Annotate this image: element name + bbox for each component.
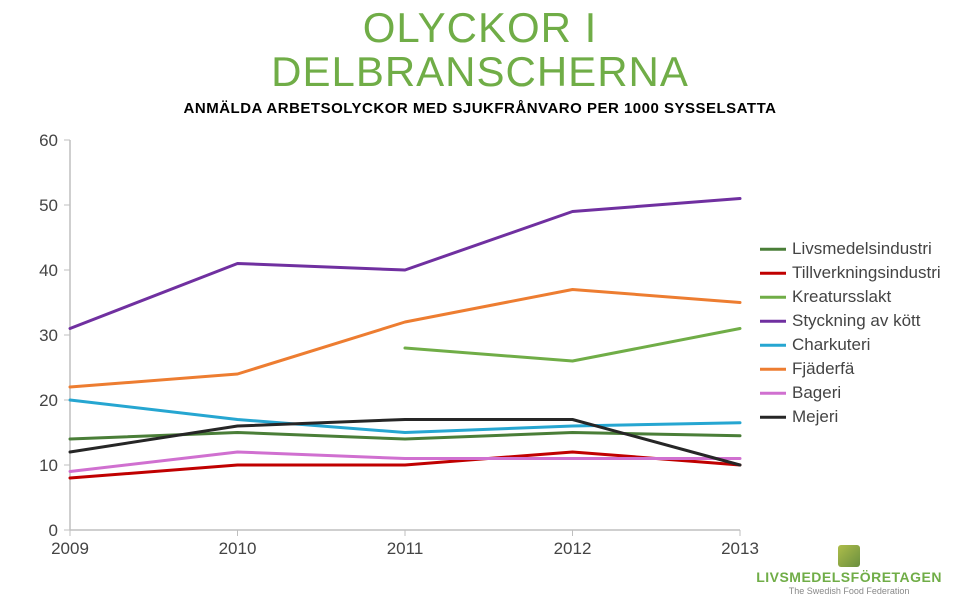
y-tick-label: 60: [39, 131, 58, 150]
x-tick-label: 2009: [51, 539, 89, 558]
legend-label: Kreatursslakt: [792, 287, 891, 306]
y-tick-label: 50: [39, 196, 58, 215]
y-tick-label: 40: [39, 261, 58, 280]
leaf-icon: [838, 545, 860, 567]
series-line: [70, 290, 740, 388]
chart-svg: 0 10 20 30 40 50 60 2009 2010 2011 2012 2013 Livsmed…: [10, 130, 950, 570]
legend-label: Bageri: [792, 383, 841, 402]
chart-subtitle: ANMÄLDA ARBETSOLYCKOR MED SJUKFRÅNVARO P…: [0, 100, 960, 117]
footer-brand: LIVSMEDELSFÖRETAGEN: [756, 569, 942, 585]
x-tick-label: 2012: [554, 539, 592, 558]
x-tick-label: 2010: [219, 539, 257, 558]
x-tick-label: 2011: [387, 539, 424, 558]
series-line: [70, 199, 740, 329]
title-line-1: OLYCKOR I: [0, 6, 960, 50]
legend-label: Tillverkningsindustri: [792, 263, 941, 282]
y-tick-label: 20: [39, 391, 58, 410]
series-line: [405, 329, 740, 362]
y-tick-label: 10: [39, 456, 58, 475]
footer-logo: LIVSMEDELSFÖRETAGEN The Swedish Food Fed…: [756, 545, 942, 596]
y-tick-label: 0: [49, 521, 58, 540]
series-line: [70, 452, 740, 478]
footer-sub: The Swedish Food Federation: [756, 586, 942, 596]
series-line: [70, 452, 740, 472]
chart-title: OLYCKOR I DELBRANSCHERNA: [0, 6, 960, 94]
line-chart: 0 10 20 30 40 50 60 2009 2010 2011 2012 2013 Livsmed…: [10, 130, 950, 575]
legend-label: Styckning av kött: [792, 311, 921, 330]
legend-label: Charkuteri: [792, 335, 870, 354]
legend-label: Livsmedelsindustri: [792, 239, 932, 258]
series-line: [70, 400, 740, 433]
y-tick-label: 30: [39, 326, 58, 345]
legend-label: Fjäderfä: [792, 359, 855, 378]
x-tick-label: 2013: [721, 539, 759, 558]
legend-label: Mejeri: [792, 407, 838, 426]
title-line-2: DELBRANSCHERNA: [0, 50, 960, 94]
